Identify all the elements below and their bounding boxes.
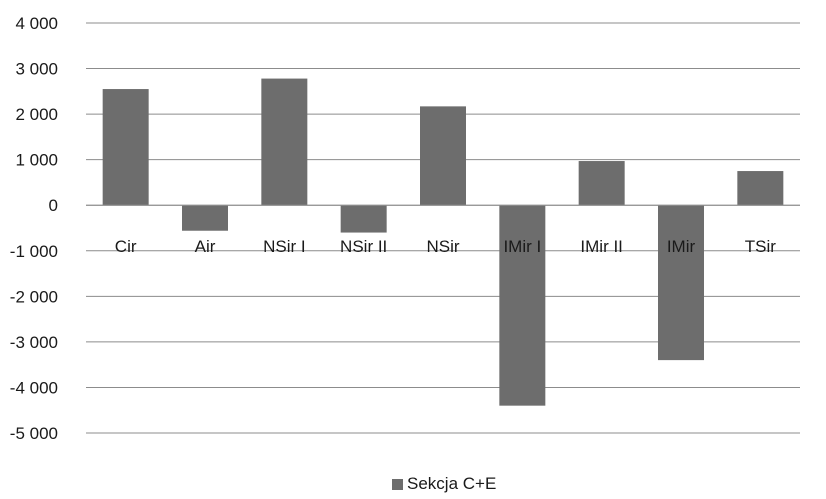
x-category-label: IMir II [580,237,623,256]
x-category-label: NSir [426,237,459,256]
y-axis-ticks: 4 000 3 000 2 000 1 000 0 -1 000 -2 000 -3 000 -… [10,14,58,443]
legend: Sekcja C+E [392,474,496,493]
bar-imir-i [499,205,546,406]
x-category-label: Cir [115,237,137,256]
y-tick-label: -4 000 [10,378,58,397]
y-tick-label: -3 000 [10,333,58,352]
y-tick-label: 4 000 [15,14,58,33]
bar-tsir [737,171,784,206]
y-tick-label: 1 000 [15,151,58,170]
legend-label: Sekcja C+E [407,474,496,493]
y-tick-label: 3 000 [15,60,58,79]
bar-imir [658,205,704,361]
y-tick-label: -1 000 [10,242,58,261]
gridlines [86,22,800,434]
bar-nsir-ii [340,205,387,233]
legend-swatch [392,479,403,490]
bar-nsir [420,106,466,206]
x-category-label: IMir [667,237,696,256]
x-category-label: IMir I [503,237,541,256]
x-category-label: NSir II [340,237,387,256]
bar-cir [102,89,149,206]
y-tick-label: -5 000 [10,424,58,443]
x-axis-categories: Cir Air NSir I NSir II NSir IMir I IMir II IMir… [115,237,776,256]
y-tick-label: 0 [49,196,58,215]
y-tick-label: -2 000 [10,287,58,306]
bars [102,78,784,406]
bar-air [182,205,228,231]
x-category-label: Air [195,237,216,256]
bar-nsir-i [261,78,308,206]
x-category-label: NSir I [263,237,306,256]
y-tick-label: 2 000 [15,105,58,124]
x-category-label: TSir [745,237,777,256]
bar-imir-ii [578,161,625,206]
